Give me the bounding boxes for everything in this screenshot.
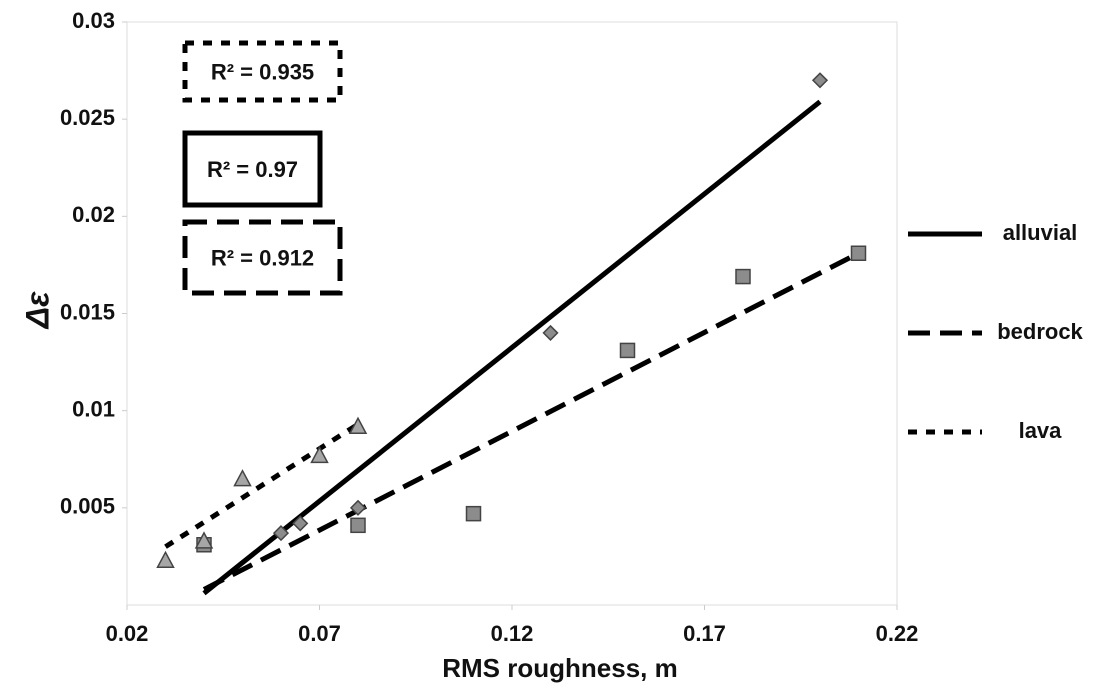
y-tick-label: 0.03	[72, 8, 115, 33]
square-marker	[350, 517, 366, 534]
y-axis-label: Δε	[19, 291, 55, 329]
x-axis-label: RMS roughness, m	[442, 653, 677, 683]
triangle-marker	[194, 531, 214, 549]
trend-line	[202, 99, 822, 596]
legend-label: alluvial	[1003, 220, 1078, 245]
triangle-marker	[233, 469, 252, 487]
square-marker	[465, 505, 482, 522]
x-tick-label: 0.02	[106, 621, 149, 646]
triangle-marker	[348, 416, 368, 434]
diamond-marker	[811, 72, 829, 89]
square-marker	[619, 342, 636, 359]
triangle-marker	[310, 445, 329, 464]
square-marker	[735, 268, 751, 285]
y-tick-label: 0.01	[72, 396, 115, 421]
r2-label: R² = 0.912	[211, 245, 314, 270]
x-tick-label: 0.22	[876, 621, 919, 646]
y-tick-label: 0.005	[60, 494, 115, 519]
r2-label: R² = 0.935	[211, 59, 314, 84]
r2-label: R² = 0.97	[207, 157, 298, 182]
diamond-marker	[272, 525, 290, 542]
y-tick-label: 0.02	[72, 202, 115, 227]
trend-line	[202, 251, 860, 592]
y-tick-label: 0.025	[60, 105, 115, 130]
diamond-marker	[349, 499, 367, 516]
legend-label: lava	[1019, 418, 1063, 443]
x-tick-label: 0.07	[298, 621, 341, 646]
x-tick-label: 0.12	[491, 621, 534, 646]
trend-line	[164, 422, 360, 549]
legend-label: bedrock	[997, 319, 1083, 344]
triangle-marker	[156, 550, 175, 569]
x-tick-label: 0.17	[683, 621, 726, 646]
diamond-marker	[292, 515, 309, 532]
diamond-marker	[542, 324, 559, 341]
r2-box	[182, 40, 343, 103]
square-marker	[850, 245, 867, 262]
r2-box	[182, 130, 323, 208]
plot-area	[126, 21, 898, 606]
y-tick-label: 0.015	[60, 299, 115, 324]
r2-box	[182, 219, 343, 296]
